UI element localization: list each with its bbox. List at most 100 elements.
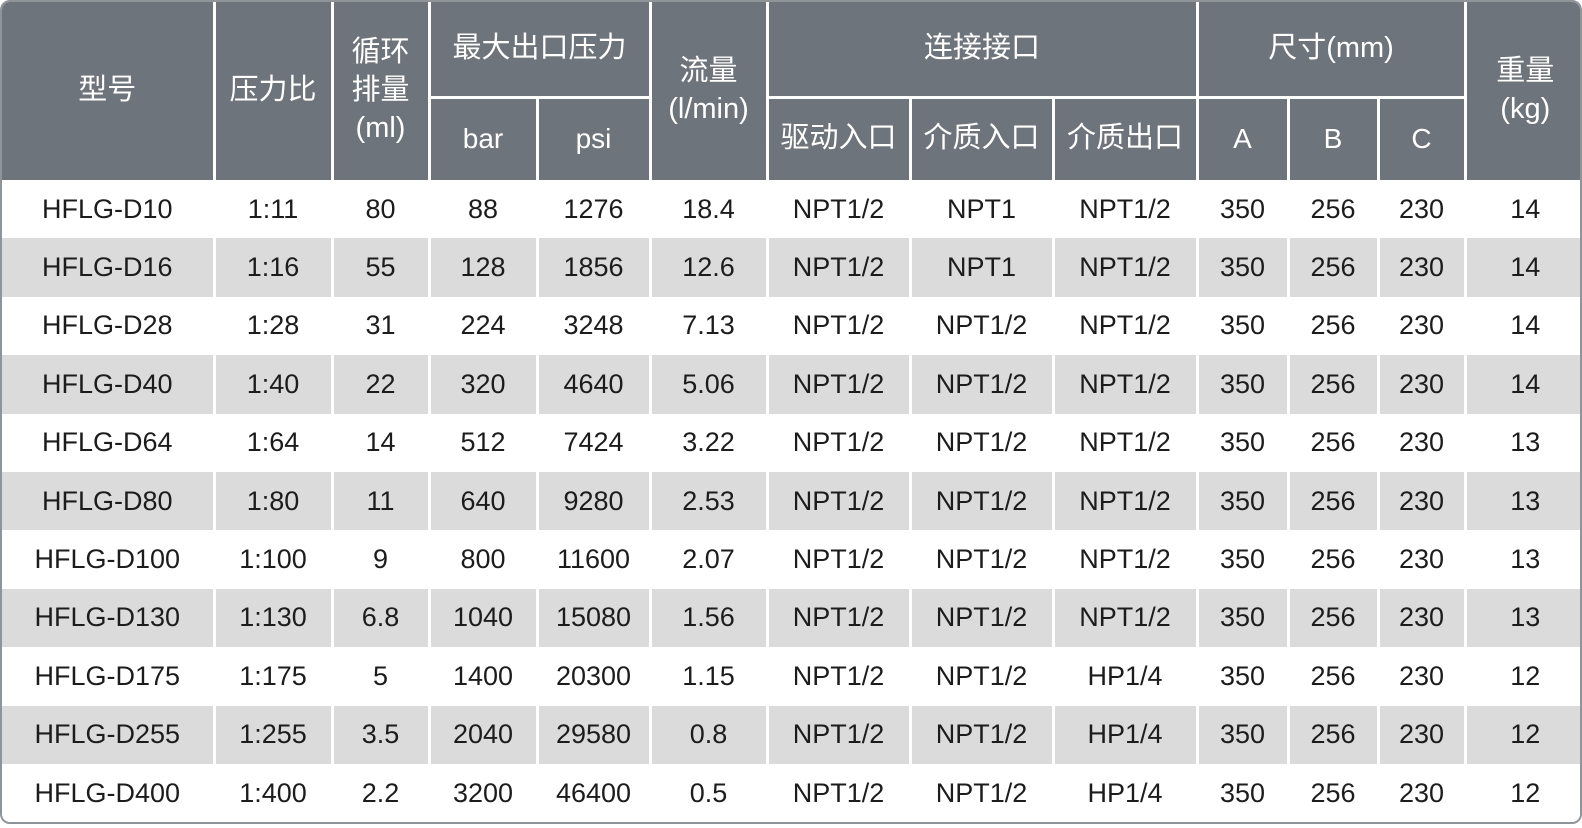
cell-pressure-ratio: 1:11 — [214, 180, 334, 239]
cell-dim-a: 350 — [1197, 588, 1290, 648]
table-row: HFLG-D80 1:80 11 640 9280 2.53 NPT1/2 NPT1/2 NPT… — [2, 471, 1580, 531]
cell-model: HFLG-D10 — [2, 180, 216, 239]
table-header: 型号 压力比 循环 排量 (ml) 最大出口压力 流量 (l/min) 连接接口… — [2, 2, 1580, 180]
cell-cycle-displacement-ml: 80 — [332, 180, 431, 239]
cell-media-inlet: NPT1/2 — [910, 763, 1055, 823]
header-cycle-displacement-line2: 排量 — [351, 74, 410, 107]
table-row: HFLG-D130 1:130 6.8 1040 15080 1.56 NPT1/2 NPT1… — [2, 588, 1580, 648]
cell-max-pressure-bar: 512 — [429, 413, 539, 472]
cell-weight-kg: 14 — [1465, 296, 1580, 356]
cell-weight-kg: 14 — [1465, 238, 1580, 297]
cell-weight-kg: 13 — [1465, 413, 1580, 472]
cell-cycle-displacement-ml: 22 — [332, 355, 431, 414]
cell-max-pressure-psi: 1856 — [537, 238, 652, 297]
cell-drive-inlet: NPT1/2 — [767, 647, 912, 706]
cell-dim-a: 350 — [1197, 238, 1290, 297]
cell-dim-c: 230 — [1378, 647, 1467, 706]
cell-media-outlet: NPT1/2 — [1053, 355, 1199, 414]
cell-dim-c: 230 — [1378, 763, 1467, 823]
header-row-subcolumns: bar psi 驱动入口 介质入口 介质出口 A B C — [2, 97, 1580, 180]
cell-max-pressure-bar: 320 — [429, 355, 539, 414]
cell-dim-a: 350 — [1197, 530, 1290, 589]
cell-weight-kg: 12 — [1465, 647, 1580, 706]
header-connection: 连接接口 — [767, 2, 1199, 99]
cell-dim-c: 230 — [1378, 471, 1467, 531]
cell-drive-inlet: NPT1/2 — [767, 180, 912, 239]
header-max-outlet-pressure: 最大出口压力 — [429, 2, 652, 99]
header-flow-unit: (l/min) — [668, 93, 749, 125]
cell-pressure-ratio: 1:28 — [214, 296, 334, 356]
cell-model: HFLG-D16 — [2, 238, 216, 297]
header-pressure-ratio: 压力比 — [214, 2, 334, 180]
table-row: HFLG-D10 1:11 80 88 1276 18.4 NPT1/2 NPT1 NPT1/2… — [2, 180, 1580, 239]
cell-media-outlet: HP1/4 — [1053, 647, 1199, 706]
cell-dim-b: 256 — [1288, 763, 1380, 823]
cell-max-pressure-bar: 1400 — [429, 647, 539, 706]
cell-flow-l-min: 18.4 — [650, 180, 769, 239]
cell-pressure-ratio: 1:255 — [214, 705, 334, 764]
table-row: HFLG-D40 1:40 22 320 4640 5.06 NPT1/2 NPT1/2 NPT… — [2, 355, 1580, 414]
cell-media-outlet: NPT1/2 — [1053, 588, 1199, 648]
cell-pressure-ratio: 1:16 — [214, 238, 334, 297]
cell-dim-b: 256 — [1288, 296, 1380, 356]
header-weight: 重量 (kg) — [1465, 2, 1580, 180]
cell-media-inlet: NPT1/2 — [910, 647, 1055, 706]
cell-max-pressure-bar: 224 — [429, 296, 539, 356]
cell-pressure-ratio: 1:40 — [214, 355, 334, 414]
cell-drive-inlet: NPT1/2 — [767, 296, 912, 356]
cell-max-pressure-bar: 3200 — [429, 763, 539, 823]
cell-dim-c: 230 — [1378, 296, 1467, 356]
cell-weight-kg: 14 — [1465, 355, 1580, 414]
cell-dim-a: 350 — [1197, 180, 1290, 239]
header-dimensions: 尺寸(mm) — [1197, 2, 1467, 99]
cell-drive-inlet: NPT1/2 — [767, 588, 912, 648]
cell-flow-l-min: 0.8 — [650, 705, 769, 764]
header-dim-c: C — [1378, 97, 1467, 180]
cell-dim-b: 256 — [1288, 238, 1380, 297]
cell-dim-a: 350 — [1197, 647, 1290, 706]
cell-media-outlet: NPT1/2 — [1053, 413, 1199, 472]
cell-dim-c: 230 — [1378, 355, 1467, 414]
cell-weight-kg: 13 — [1465, 471, 1580, 531]
header-psi: psi — [537, 97, 652, 180]
cell-dim-a: 350 — [1197, 355, 1290, 414]
cell-model: HFLG-D64 — [2, 413, 216, 472]
cell-max-pressure-psi: 15080 — [537, 588, 652, 648]
cell-dim-c: 230 — [1378, 588, 1467, 648]
cell-dim-a: 350 — [1197, 705, 1290, 764]
header-cycle-displacement-line1: 循环 — [351, 36, 410, 69]
cell-media-outlet: NPT1/2 — [1053, 296, 1199, 356]
cell-max-pressure-bar: 800 — [429, 530, 539, 589]
header-dim-a: A — [1197, 97, 1290, 180]
cell-max-pressure-bar: 1040 — [429, 588, 539, 648]
cell-max-pressure-psi: 3248 — [537, 296, 652, 356]
cell-flow-l-min: 1.15 — [650, 647, 769, 706]
cell-pressure-ratio: 1:80 — [214, 471, 334, 531]
cell-flow-l-min: 2.53 — [650, 471, 769, 531]
header-bar: bar — [429, 97, 539, 180]
cell-model: HFLG-D100 — [2, 530, 216, 589]
cell-flow-l-min: 5.06 — [650, 355, 769, 414]
cell-pressure-ratio: 1:64 — [214, 413, 334, 472]
cell-cycle-displacement-ml: 3.5 — [332, 705, 431, 764]
table-row: HFLG-D175 1:175 5 1400 20300 1.15 NPT1/2 NPT1/2… — [2, 647, 1580, 706]
cell-dim-c: 230 — [1378, 238, 1467, 297]
header-drive-inlet: 驱动入口 — [767, 97, 912, 180]
cell-max-pressure-psi: 46400 — [537, 763, 652, 823]
cell-media-inlet: NPT1 — [910, 238, 1055, 297]
cell-media-outlet: NPT1/2 — [1053, 238, 1199, 297]
cell-media-outlet: NPT1/2 — [1053, 530, 1199, 589]
cell-cycle-displacement-ml: 31 — [332, 296, 431, 356]
cell-pressure-ratio: 1:100 — [214, 530, 334, 589]
cell-media-inlet: NPT1/2 — [910, 705, 1055, 764]
cell-weight-kg: 13 — [1465, 588, 1580, 648]
cell-flow-l-min: 0.5 — [650, 763, 769, 823]
cell-dim-b: 256 — [1288, 180, 1380, 239]
cell-dim-b: 256 — [1288, 471, 1380, 531]
cell-media-outlet: NPT1/2 — [1053, 180, 1199, 239]
cell-media-inlet: NPT1/2 — [910, 588, 1055, 648]
cell-cycle-displacement-ml: 2.2 — [332, 763, 431, 823]
cell-flow-l-min: 7.13 — [650, 296, 769, 356]
